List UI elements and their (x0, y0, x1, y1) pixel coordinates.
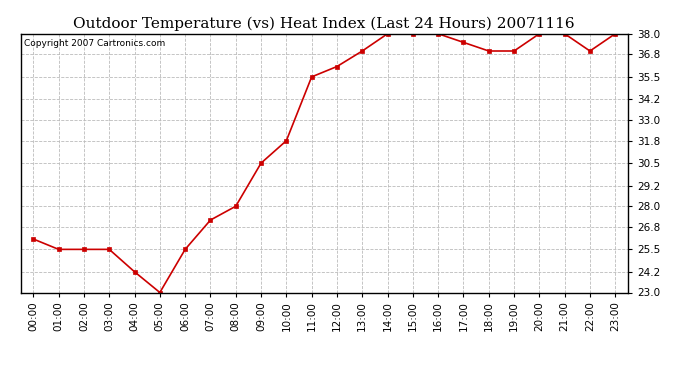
Title: Outdoor Temperature (vs) Heat Index (Last 24 Hours) 20071116: Outdoor Temperature (vs) Heat Index (Las… (74, 17, 575, 31)
Text: Copyright 2007 Cartronics.com: Copyright 2007 Cartronics.com (23, 39, 165, 48)
